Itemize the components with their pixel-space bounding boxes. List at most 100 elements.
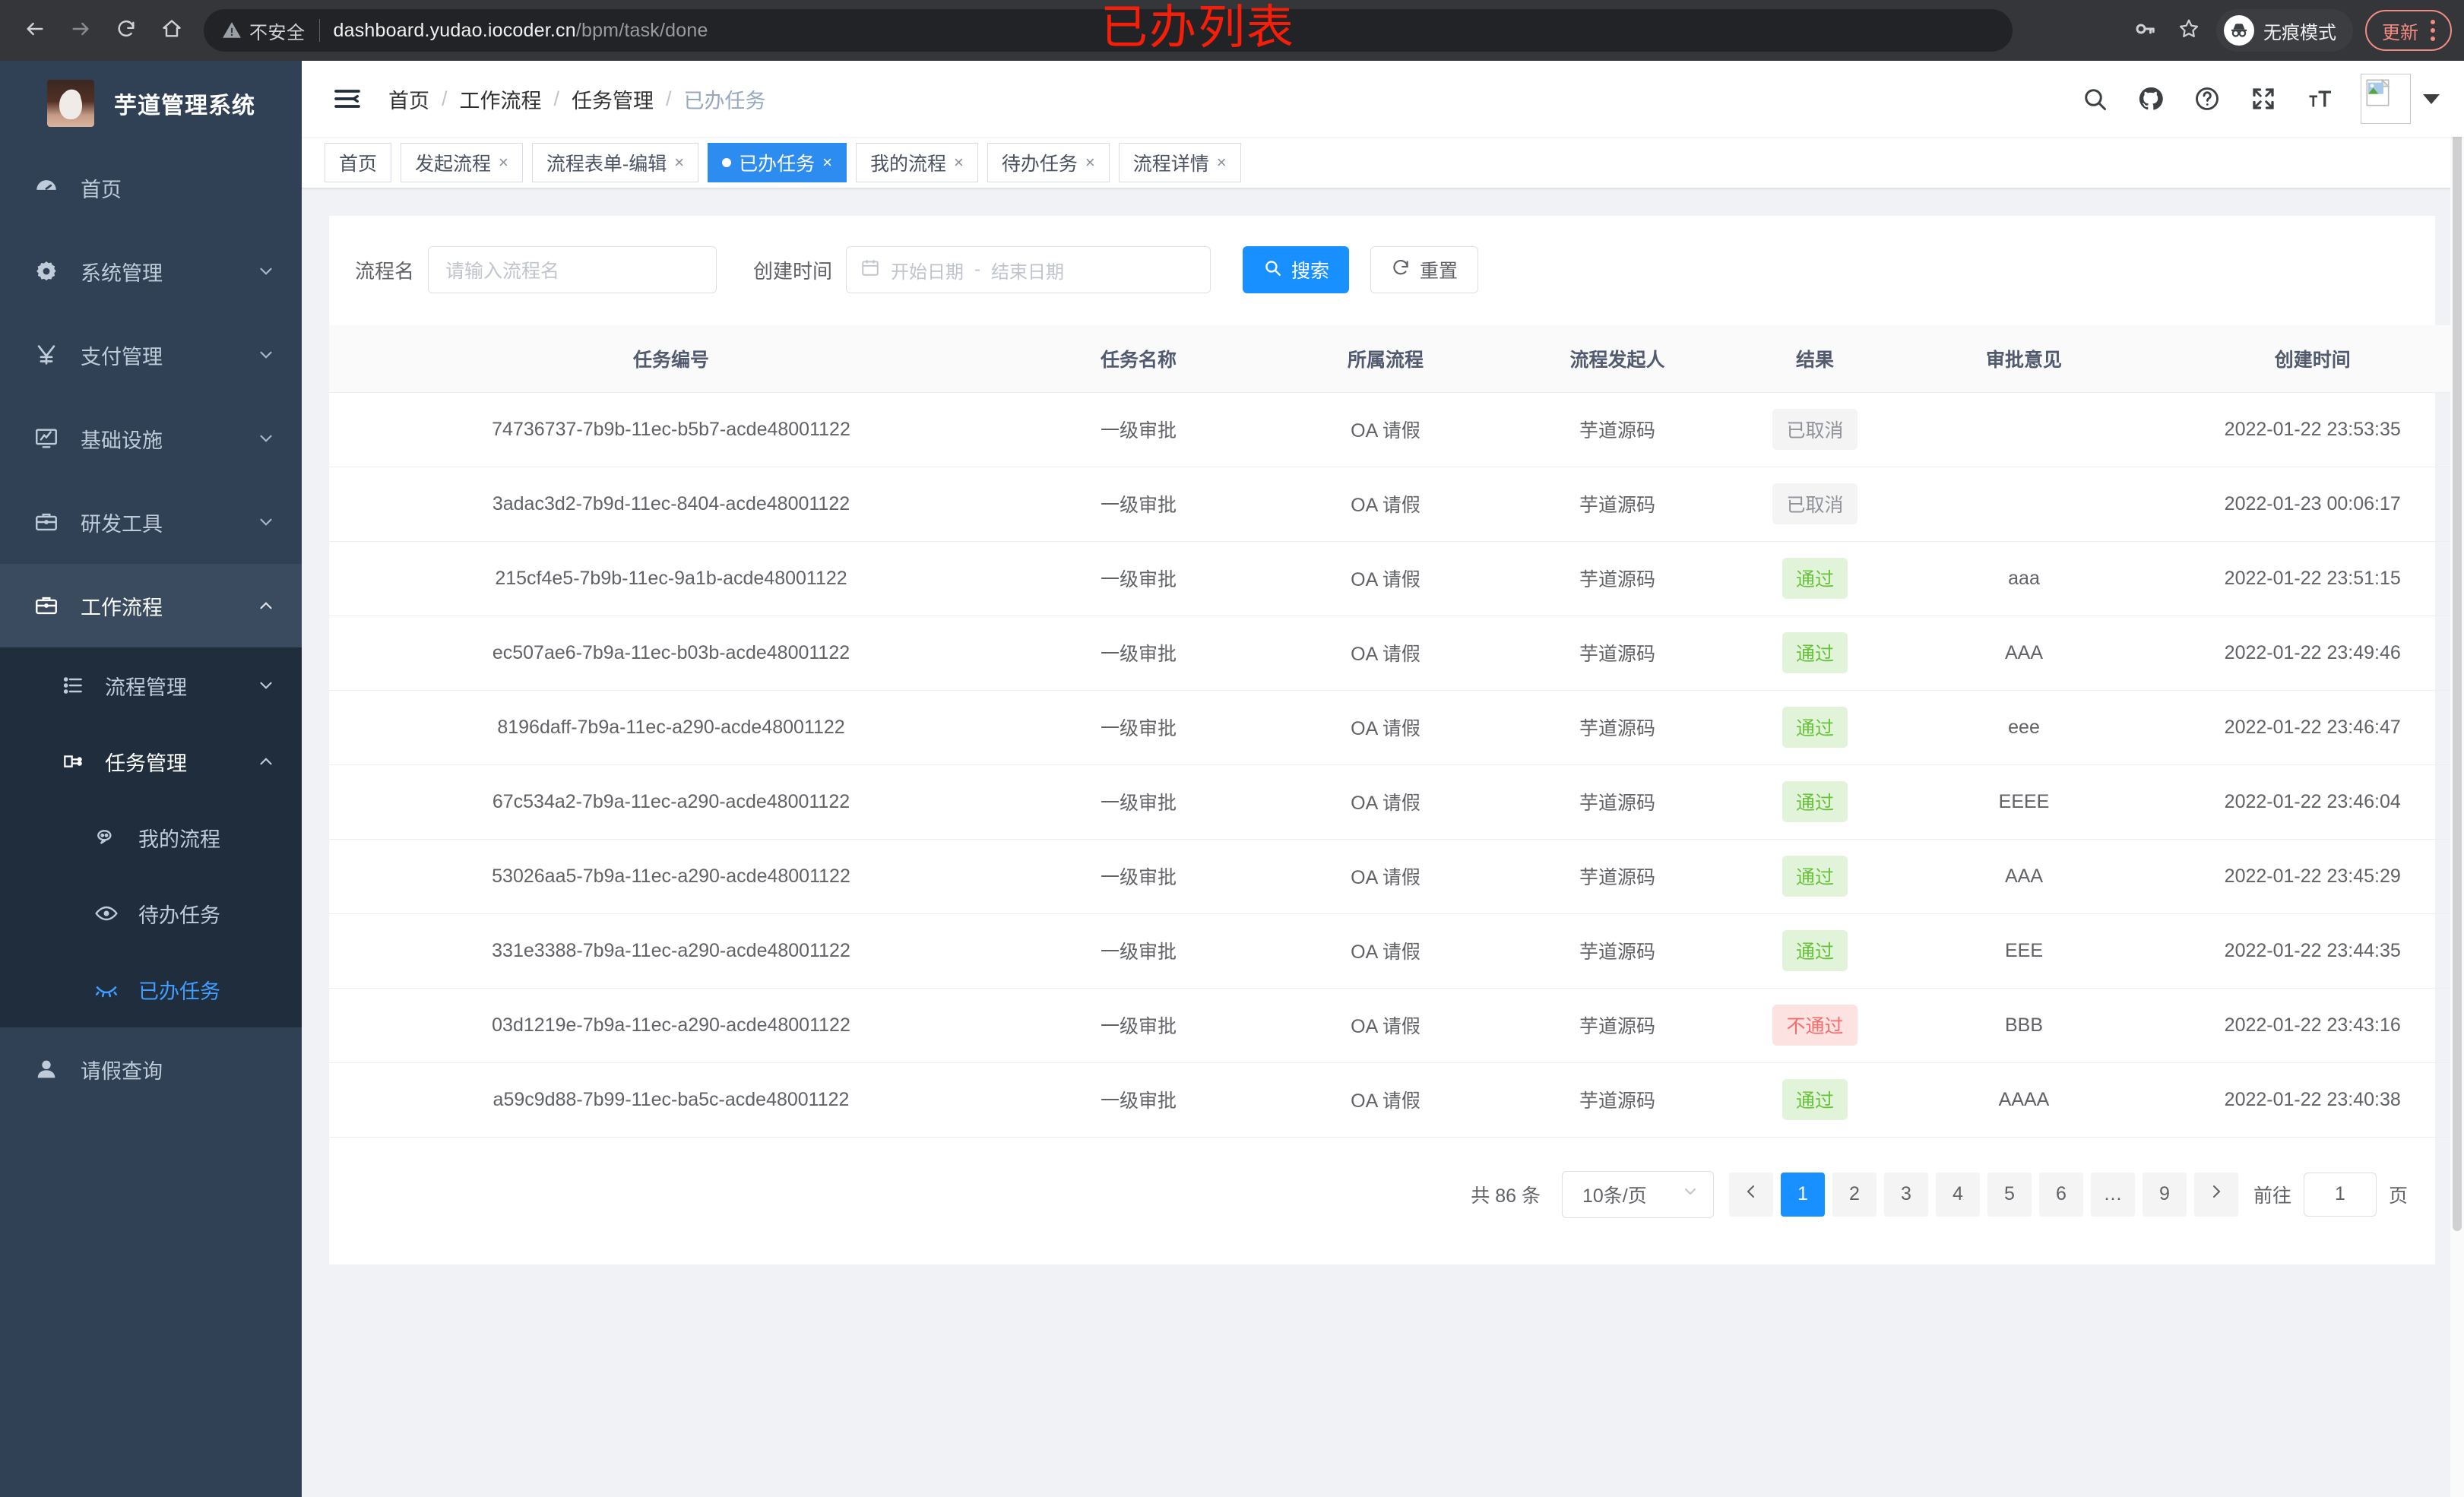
font-size-icon[interactable] xyxy=(2304,84,2335,114)
sidebar-item-payment[interactable]: 支付管理 xyxy=(0,313,302,397)
chevron-down-icon xyxy=(256,512,276,532)
cell-result: 通过 xyxy=(1728,764,1902,840)
sidebar-item-label: 首页 xyxy=(81,178,122,201)
sidebar-item-infrastructure[interactable]: 基础设施 xyxy=(0,397,302,480)
sidebar-item-leave-query[interactable]: 请假查询 xyxy=(0,1027,302,1111)
search-icon xyxy=(1262,258,1282,283)
tag-process-form-edit[interactable]: 流程表单-编辑 × xyxy=(531,142,699,182)
bookmark-button[interactable] xyxy=(2168,9,2210,52)
tag-home[interactable]: 首页 xyxy=(325,142,392,182)
sidebar-item-workflow[interactable]: 工作流程 xyxy=(0,564,302,647)
scrollbar-thumb[interactable] xyxy=(2453,61,2462,1231)
sidebar-item-home[interactable]: 首页 xyxy=(0,146,302,229)
sidebar-item-label: 基础设施 xyxy=(81,429,163,452)
sidebar-item-system[interactable]: 系统管理 xyxy=(0,229,302,313)
date-end-placeholder: 结束日期 xyxy=(991,261,1065,283)
reset-button[interactable]: 重置 xyxy=(1370,246,1479,293)
not-secure-icon xyxy=(222,21,242,40)
cell-created: 2022-01-22 23:46:47 xyxy=(2146,690,2464,765)
page-button-9[interactable]: 9 xyxy=(2142,1172,2187,1217)
address-bar[interactable]: 不安全 dashboard.yudao.iocoder.cn/bpm/task/… xyxy=(204,9,2013,52)
forward-button[interactable] xyxy=(59,9,102,52)
page-size-select[interactable]: 10条/页 xyxy=(1561,1170,1714,1218)
breadcrumb: 首页 / 工作流程 / 任务管理 / 已办任务 xyxy=(388,84,766,114)
user-menu[interactable] xyxy=(2361,74,2440,124)
close-icon[interactable]: × xyxy=(674,152,685,172)
status-badge: 通过 xyxy=(1781,856,1848,897)
cell-starter: 芋道源码 xyxy=(1507,392,1728,467)
kebab-menu-icon[interactable] xyxy=(2426,20,2440,41)
search-icon[interactable] xyxy=(2079,84,2110,114)
search-button[interactable]: 搜索 xyxy=(1243,246,1350,293)
sidebar-item-done-task[interactable]: 已办任务 xyxy=(0,951,302,1027)
breadcrumb-item-current: 已办任务 xyxy=(683,89,766,112)
close-icon[interactable]: × xyxy=(1085,152,1095,172)
caret-down-icon[interactable] xyxy=(2423,93,2440,104)
page-button-5[interactable]: 5 xyxy=(1987,1172,2032,1217)
page-button-6[interactable]: 6 xyxy=(2038,1172,2083,1217)
tag-todo-task[interactable]: 待办任务 × xyxy=(987,142,1110,182)
page-scrollbar[interactable] xyxy=(2450,61,2464,1497)
page-button-1[interactable]: 1 xyxy=(1780,1172,1825,1217)
sidebar: 芋道管理系统 首页 系统管理 支付管理 xyxy=(0,61,302,1497)
table-row: ec507ae6-7b9a-11ec-b03b-acde48001122 一级审批… xyxy=(329,616,2464,691)
help-icon[interactable] xyxy=(2192,84,2222,114)
sidebar-item-devtools[interactable]: 研发工具 xyxy=(0,480,302,564)
page-size-value: 10条/页 xyxy=(1582,1185,1647,1207)
omnibox-divider xyxy=(318,19,320,42)
page-ellipsis[interactable]: … xyxy=(2090,1172,2135,1217)
chevron-up-icon xyxy=(256,752,276,771)
update-button[interactable]: 更新 xyxy=(2365,10,2452,51)
table-row: 331e3388-7b9a-11ec-a290-acde48001122 一级审批… xyxy=(329,913,2464,989)
sidebar-item-my-process[interactable]: 我的流程 xyxy=(0,799,302,875)
list-icon xyxy=(56,673,90,698)
annotation-overlay: 已办列表 xyxy=(1101,2,1296,54)
breadcrumb-item-task-manage[interactable]: 任务管理 xyxy=(572,89,654,112)
cell-task-name: 一级审批 xyxy=(1013,467,1264,542)
next-page-button[interactable] xyxy=(2193,1172,2238,1217)
cell-task-name: 一级审批 xyxy=(1013,1062,1264,1138)
page-jumper: 前往 1 页 xyxy=(2253,1172,2408,1217)
reload-button[interactable] xyxy=(105,9,147,52)
sidebar-item-label: 工作流程 xyxy=(81,596,163,619)
status-badge: 通过 xyxy=(1781,781,1848,822)
avatar[interactable] xyxy=(2361,74,2411,124)
close-icon[interactable]: × xyxy=(499,152,508,172)
status-badge: 通过 xyxy=(1781,930,1848,971)
date-range-picker[interactable]: 开始日期 - 结束日期 xyxy=(846,246,1211,293)
sidebar-item-todo-task[interactable]: 待办任务 xyxy=(0,875,302,951)
close-icon[interactable]: × xyxy=(822,152,832,172)
password-manager-button[interactable] xyxy=(2124,9,2166,52)
tags-view: 首页 发起流程 × 流程表单-编辑 × 已办任务 × 我的流程 × 待办任务 × xyxy=(302,137,2464,188)
pagination: 共 86 条 10条/页 1 2 xyxy=(329,1138,2435,1256)
tag-process-detail[interactable]: 流程详情 × xyxy=(1118,142,1241,182)
breadcrumb-item-home[interactable]: 首页 xyxy=(388,89,429,112)
home-button[interactable] xyxy=(150,9,193,52)
cell-result: 通过 xyxy=(1728,690,1902,765)
prev-page-button[interactable] xyxy=(1728,1172,1773,1217)
incognito-indicator[interactable]: 无痕模式 xyxy=(2216,9,2353,52)
cell-task-name: 一级审批 xyxy=(1013,690,1264,765)
breadcrumb-item-workflow[interactable]: 工作流程 xyxy=(459,89,542,112)
page-button-2[interactable]: 2 xyxy=(1832,1172,1877,1217)
sidebar-item-task-manage[interactable]: 任务管理 xyxy=(0,723,302,799)
tag-done-task[interactable]: 已办任务 × xyxy=(708,142,847,182)
close-icon[interactable]: × xyxy=(953,152,964,172)
page-button-3[interactable]: 3 xyxy=(1883,1172,1928,1217)
table-row: 3adac3d2-7b9d-11ec-8404-acde48001122 一级审批… xyxy=(329,467,2464,542)
tag-label: 流程详情 xyxy=(1132,153,1209,175)
back-button[interactable] xyxy=(14,9,56,52)
sidebar-item-process-manage[interactable]: 流程管理 xyxy=(0,647,302,723)
hamburger-icon[interactable] xyxy=(331,82,364,116)
github-icon[interactable] xyxy=(2136,84,2166,114)
close-icon[interactable]: × xyxy=(1216,152,1227,172)
jumper-input[interactable]: 1 xyxy=(2303,1172,2377,1217)
process-name-input[interactable]: 请输入流程名 xyxy=(428,246,717,293)
fullscreen-icon[interactable] xyxy=(2248,84,2279,114)
status-badge: 通过 xyxy=(1781,558,1848,599)
tag-my-process[interactable]: 我的流程 × xyxy=(855,142,978,182)
tag-start-process[interactable]: 发起流程 × xyxy=(401,142,523,182)
page-button-4[interactable]: 4 xyxy=(1935,1172,1980,1217)
refresh-icon xyxy=(1391,258,1411,283)
sidebar-logo[interactable]: 芋道管理系统 xyxy=(0,61,302,146)
